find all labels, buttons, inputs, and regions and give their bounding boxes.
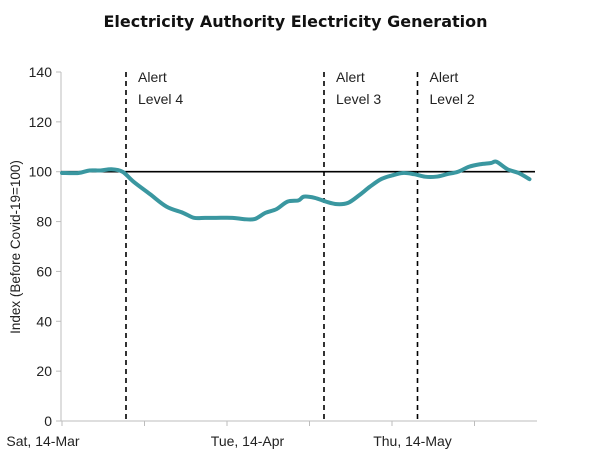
y-tick-label: 20 [36,363,52,379]
y-tick-label: 140 [29,64,53,80]
y-tick-label: 80 [36,214,52,230]
y-tick-label: 120 [29,114,53,130]
alert-label-line2: Level 3 [336,91,381,107]
y-tick-label: 40 [36,313,52,329]
y-tick-label: 60 [36,263,52,279]
x-tick-label: Tue, 14-Apr [211,433,285,449]
alert-label-line1: Alert [138,69,167,85]
y-tick-label: 100 [29,164,53,180]
alert-label-line2: Level 2 [430,91,475,107]
alert-label-line1: Alert [430,69,459,85]
generation-series-line [60,159,532,222]
x-axis-ticks: Sat, 14-Mar Tue, 14-Apr Thu, 14-May [6,421,475,449]
y-tick-label: 0 [44,413,52,429]
x-tick-label: Thu, 14-May [373,433,452,449]
alert-label-line2: Level 4 [138,91,183,107]
x-tick-label: Sat, 14-Mar [6,433,79,449]
y-axis-ticks: 0 20 40 60 80 100 120 140 [29,64,61,429]
y-axis-label: Index (Before Covid-19=100) [8,160,23,334]
axes [60,72,537,422]
alert-label-line1: Alert [336,69,365,85]
chart-title: Electricity Authority Electricity Genera… [103,12,488,31]
alert-markers: Alert Level 4 Alert Level 3 Alert Level 2 [125,69,475,421]
